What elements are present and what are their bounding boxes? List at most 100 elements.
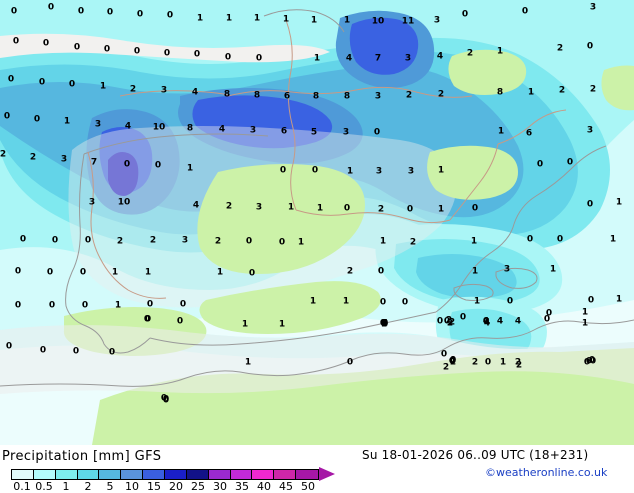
grid-value: 8 — [223, 89, 231, 100]
color-scale-cell-20 — [165, 470, 187, 479]
color-scale-cell-0.5 — [33, 470, 56, 479]
grid-value: 2 — [129, 84, 137, 95]
copyright-notice[interactable]: ©weatheronline.co.uk — [485, 466, 608, 479]
grid-value: 2 — [448, 317, 456, 328]
grid-value: 0 — [588, 355, 596, 366]
color-scale-tick-25: 25 — [191, 480, 205, 493]
grid-value: 6 — [280, 126, 288, 137]
grid-value: 7 — [374, 53, 382, 64]
color-scale-cell-25 — [186, 470, 209, 479]
border-north-coast — [119, 90, 229, 97]
grid-value: 0 — [526, 234, 534, 245]
grid-value: 3 — [181, 235, 189, 246]
grid-value: 1 — [225, 13, 233, 24]
grid-value: 8 — [253, 90, 261, 101]
grid-value: 0 — [448, 356, 456, 367]
grid-value: 1 — [216, 267, 224, 278]
grid-value: 1 — [499, 357, 507, 368]
coastline-balearic-mallorca — [495, 267, 538, 289]
grid-value: 1 — [278, 319, 286, 330]
land-north-africa — [0, 325, 634, 394]
grid-value: 0 — [248, 268, 256, 279]
grid-value: 11 — [401, 16, 415, 27]
grid-value: 1 — [581, 318, 589, 329]
grid-value: 0 — [84, 235, 92, 246]
grid-value: 1 — [282, 14, 290, 25]
model-run-info: Su 18-01-2026 06..09 UTC (18+231) — [362, 448, 589, 462]
grid-value: 2 — [471, 357, 479, 368]
grid-value: 0 — [381, 318, 389, 329]
landmass-layer — [0, 49, 634, 445]
grid-value: 0 — [449, 356, 457, 367]
grid-value: 0 — [12, 36, 20, 47]
grid-value: 0 — [278, 237, 286, 248]
grid-value: 1 — [111, 267, 119, 278]
grid-value: 0 — [556, 234, 564, 245]
color-scale-tick-labels: 0.1 0.5 1 2 5 10 15 20 25 30 35 40 45 50 — [0, 480, 340, 493]
vegetation-pyrenees-pocket — [448, 49, 527, 95]
coastline-iberia — [65, 153, 151, 354]
grid-value: 3 — [94, 119, 102, 130]
grid-value: 0 — [377, 266, 385, 277]
grid-value: 1 — [527, 87, 535, 98]
grid-value: 2 — [556, 43, 564, 54]
grid-value: 1 — [549, 264, 557, 275]
grid-value: 2 — [466, 48, 474, 59]
grid-value: 4 — [381, 318, 389, 329]
grid-value: 1 — [310, 15, 318, 26]
grid-value: 0 — [38, 77, 46, 88]
grid-value: 0 — [14, 266, 22, 277]
border-france-spain — [227, 86, 473, 98]
color-scale-cell-40 — [252, 470, 275, 479]
precipitation-map[interactable]: 0 0 0 0 0 0 1 1 1 1 1 1 10 11 3 0 0 3 0 0 0 0 0 0 0 0 0 1 4 7 3 4 2 1 2 0 0 0… — [0, 0, 634, 445]
grid-value: 0 — [46, 267, 54, 278]
grid-value: 0 — [587, 295, 595, 306]
color-scale-cell-15 — [143, 470, 166, 479]
grid-value: 0 — [7, 74, 15, 85]
grid-value: 2 — [214, 236, 222, 247]
grid-value: 1 — [313, 53, 321, 64]
color-scale-overflow-arrow — [319, 467, 335, 481]
precip-band-15-ne — [349, 17, 419, 75]
color-scale-tick-40: 40 — [257, 480, 271, 493]
grid-value: 2 — [116, 236, 124, 247]
grid-value: 2 — [449, 357, 457, 368]
grid-value: 0 — [586, 199, 594, 210]
grid-value: 0 — [583, 357, 591, 368]
grid-value: 2 — [515, 360, 523, 371]
grid-value: 0 — [103, 44, 111, 55]
grid-value: 3 — [407, 166, 415, 177]
vegetation-central — [197, 164, 365, 274]
grid-value: 6 — [283, 91, 291, 102]
grid-value: 0 — [39, 345, 47, 356]
grid-value: 1 — [346, 166, 354, 177]
grid-value: 0 — [401, 297, 409, 308]
map-canvas — [0, 0, 634, 445]
grid-value: 0 — [3, 111, 11, 122]
grid-value: 1 — [437, 165, 445, 176]
grid-value: 0 — [160, 393, 168, 404]
grid-value: 0 — [143, 314, 151, 325]
color-scale-cell-50 — [296, 470, 319, 479]
grid-value: 0 — [343, 203, 351, 214]
coastline-layer — [0, 9, 634, 387]
grid-value: 0 — [176, 316, 184, 327]
grid-value: 2 — [346, 266, 354, 277]
precip-pocket-medit-3 — [416, 254, 517, 299]
grid-value: 2 — [29, 152, 37, 163]
grid-value: 0 — [73, 42, 81, 53]
border-inland-1 — [285, 19, 297, 211]
grid-value: 3 — [589, 2, 597, 13]
color-scale-cell-10 — [121, 470, 144, 479]
border-portugal-spain — [87, 151, 167, 299]
grid-value: 0 — [543, 314, 551, 325]
grid-value: 1 — [342, 296, 350, 307]
grid-value: 4 — [124, 121, 132, 132]
grid-value: 1 — [186, 163, 194, 174]
grid-value: 4 — [345, 53, 353, 64]
grid-value: 0 — [346, 357, 354, 368]
grid-value: 0 — [136, 9, 144, 20]
color-scale-tick-2: 2 — [84, 480, 92, 493]
grid-value: 1 — [615, 294, 623, 305]
color-scale-tick-30: 30 — [213, 480, 227, 493]
